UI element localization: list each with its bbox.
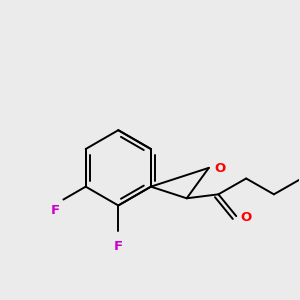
- Text: O: O: [240, 211, 251, 224]
- Text: O: O: [215, 162, 226, 175]
- Text: F: F: [114, 240, 123, 253]
- Text: F: F: [50, 203, 59, 217]
